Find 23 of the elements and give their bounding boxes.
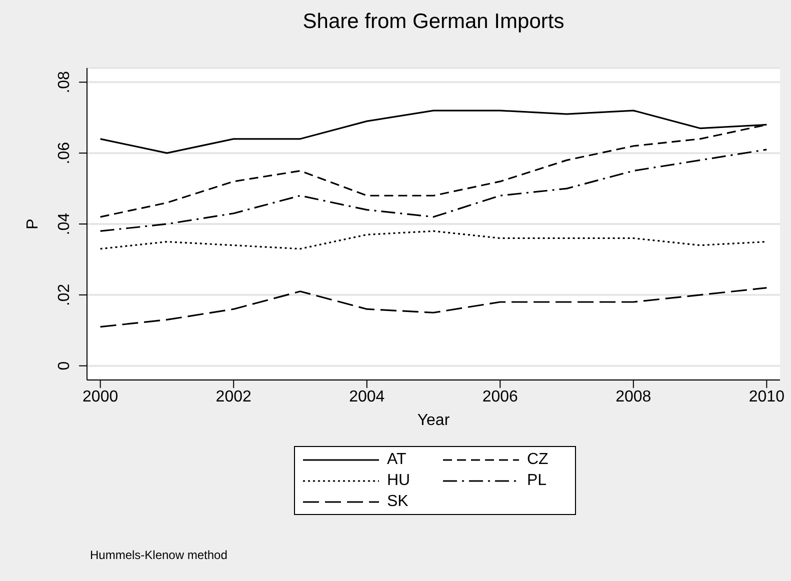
y-tick-label: .08 (56, 70, 73, 94)
x-tick-label: 2010 (748, 388, 785, 406)
y-tick-label: .06 (56, 142, 73, 164)
y-tick-label: .02 (56, 284, 73, 306)
legend-label: PL (527, 472, 547, 490)
x-tick-label: 2008 (616, 388, 652, 406)
x-tick-label: 2000 (82, 388, 118, 406)
legend-label: CZ (527, 450, 548, 468)
y-tick-label: .04 (56, 212, 73, 236)
chart-title: Share from German Imports (302, 10, 566, 34)
x-tick-label: 2004 (349, 388, 385, 406)
legend-label: HU (387, 472, 410, 490)
legend-label: SK (387, 492, 408, 510)
legend-label: AT (387, 450, 406, 468)
line-series (100, 287, 768, 328)
x-tick-label: 2002 (216, 388, 252, 406)
text: Hummels-Klenow method (90, 548, 228, 562)
line-series (100, 148, 768, 232)
y-axis-title: P (24, 218, 42, 230)
x-tick-label: 2006 (482, 388, 518, 406)
line-series (100, 230, 768, 250)
y-tick-label: 0 (56, 361, 73, 370)
x-axis-title: Year (416, 412, 451, 430)
